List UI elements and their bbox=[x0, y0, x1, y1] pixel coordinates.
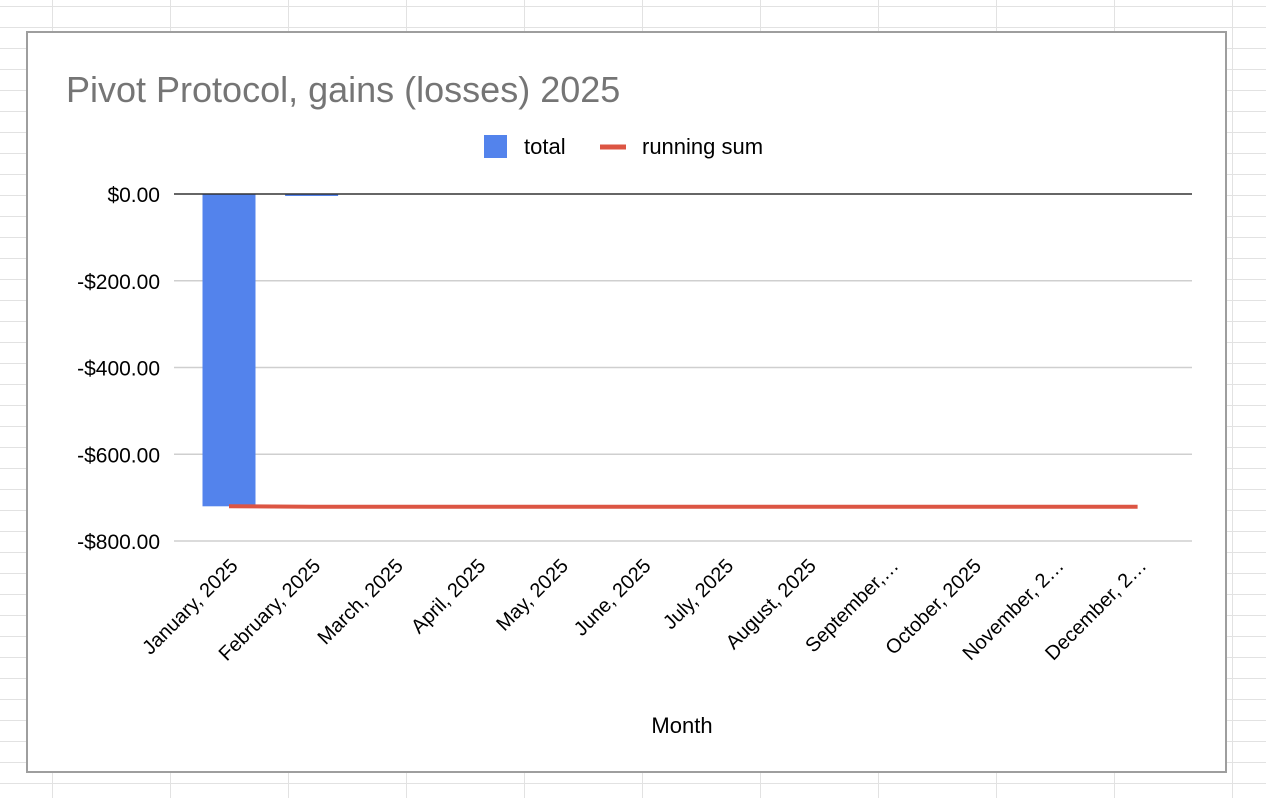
x-axis-title: Month bbox=[651, 713, 712, 738]
legend[interactable]: total running sum bbox=[484, 134, 763, 159]
legend-label-running-sum: running sum bbox=[642, 134, 763, 159]
x-tick-label: April, 2025 bbox=[407, 555, 490, 638]
legend-label-total: total bbox=[524, 134, 566, 159]
y-axis-labels: $0.00 -$200.00 -$400.00 -$600.00 -$800.00 bbox=[77, 184, 160, 554]
x-tick-label: June, 2025 bbox=[570, 555, 656, 641]
chart-title: Pivot Protocol, gains (losses) 2025 bbox=[66, 69, 620, 110]
x-tick-label: July, 2025 bbox=[659, 555, 738, 634]
chart-container: Pivot Protocol, gains (losses) 2025 tota… bbox=[26, 31, 1227, 773]
y-tick-label: $0.00 bbox=[107, 184, 160, 207]
y-tick-label: -$400.00 bbox=[77, 358, 160, 381]
y-tick-label: -$600.00 bbox=[77, 444, 160, 467]
chart-svg: Pivot Protocol, gains (losses) 2025 tota… bbox=[66, 69, 1192, 738]
x-tick-label: May, 2025 bbox=[492, 555, 573, 636]
bar[interactable] bbox=[202, 194, 256, 507]
bars-total bbox=[202, 194, 339, 507]
legend-swatch-total bbox=[484, 135, 507, 158]
y-tick-label: -$200.00 bbox=[77, 271, 160, 294]
bar[interactable] bbox=[285, 194, 339, 196]
x-tick-label: March, 2025 bbox=[314, 555, 408, 649]
gridlines bbox=[174, 280, 1192, 542]
y-tick-label: -$800.00 bbox=[77, 531, 160, 554]
